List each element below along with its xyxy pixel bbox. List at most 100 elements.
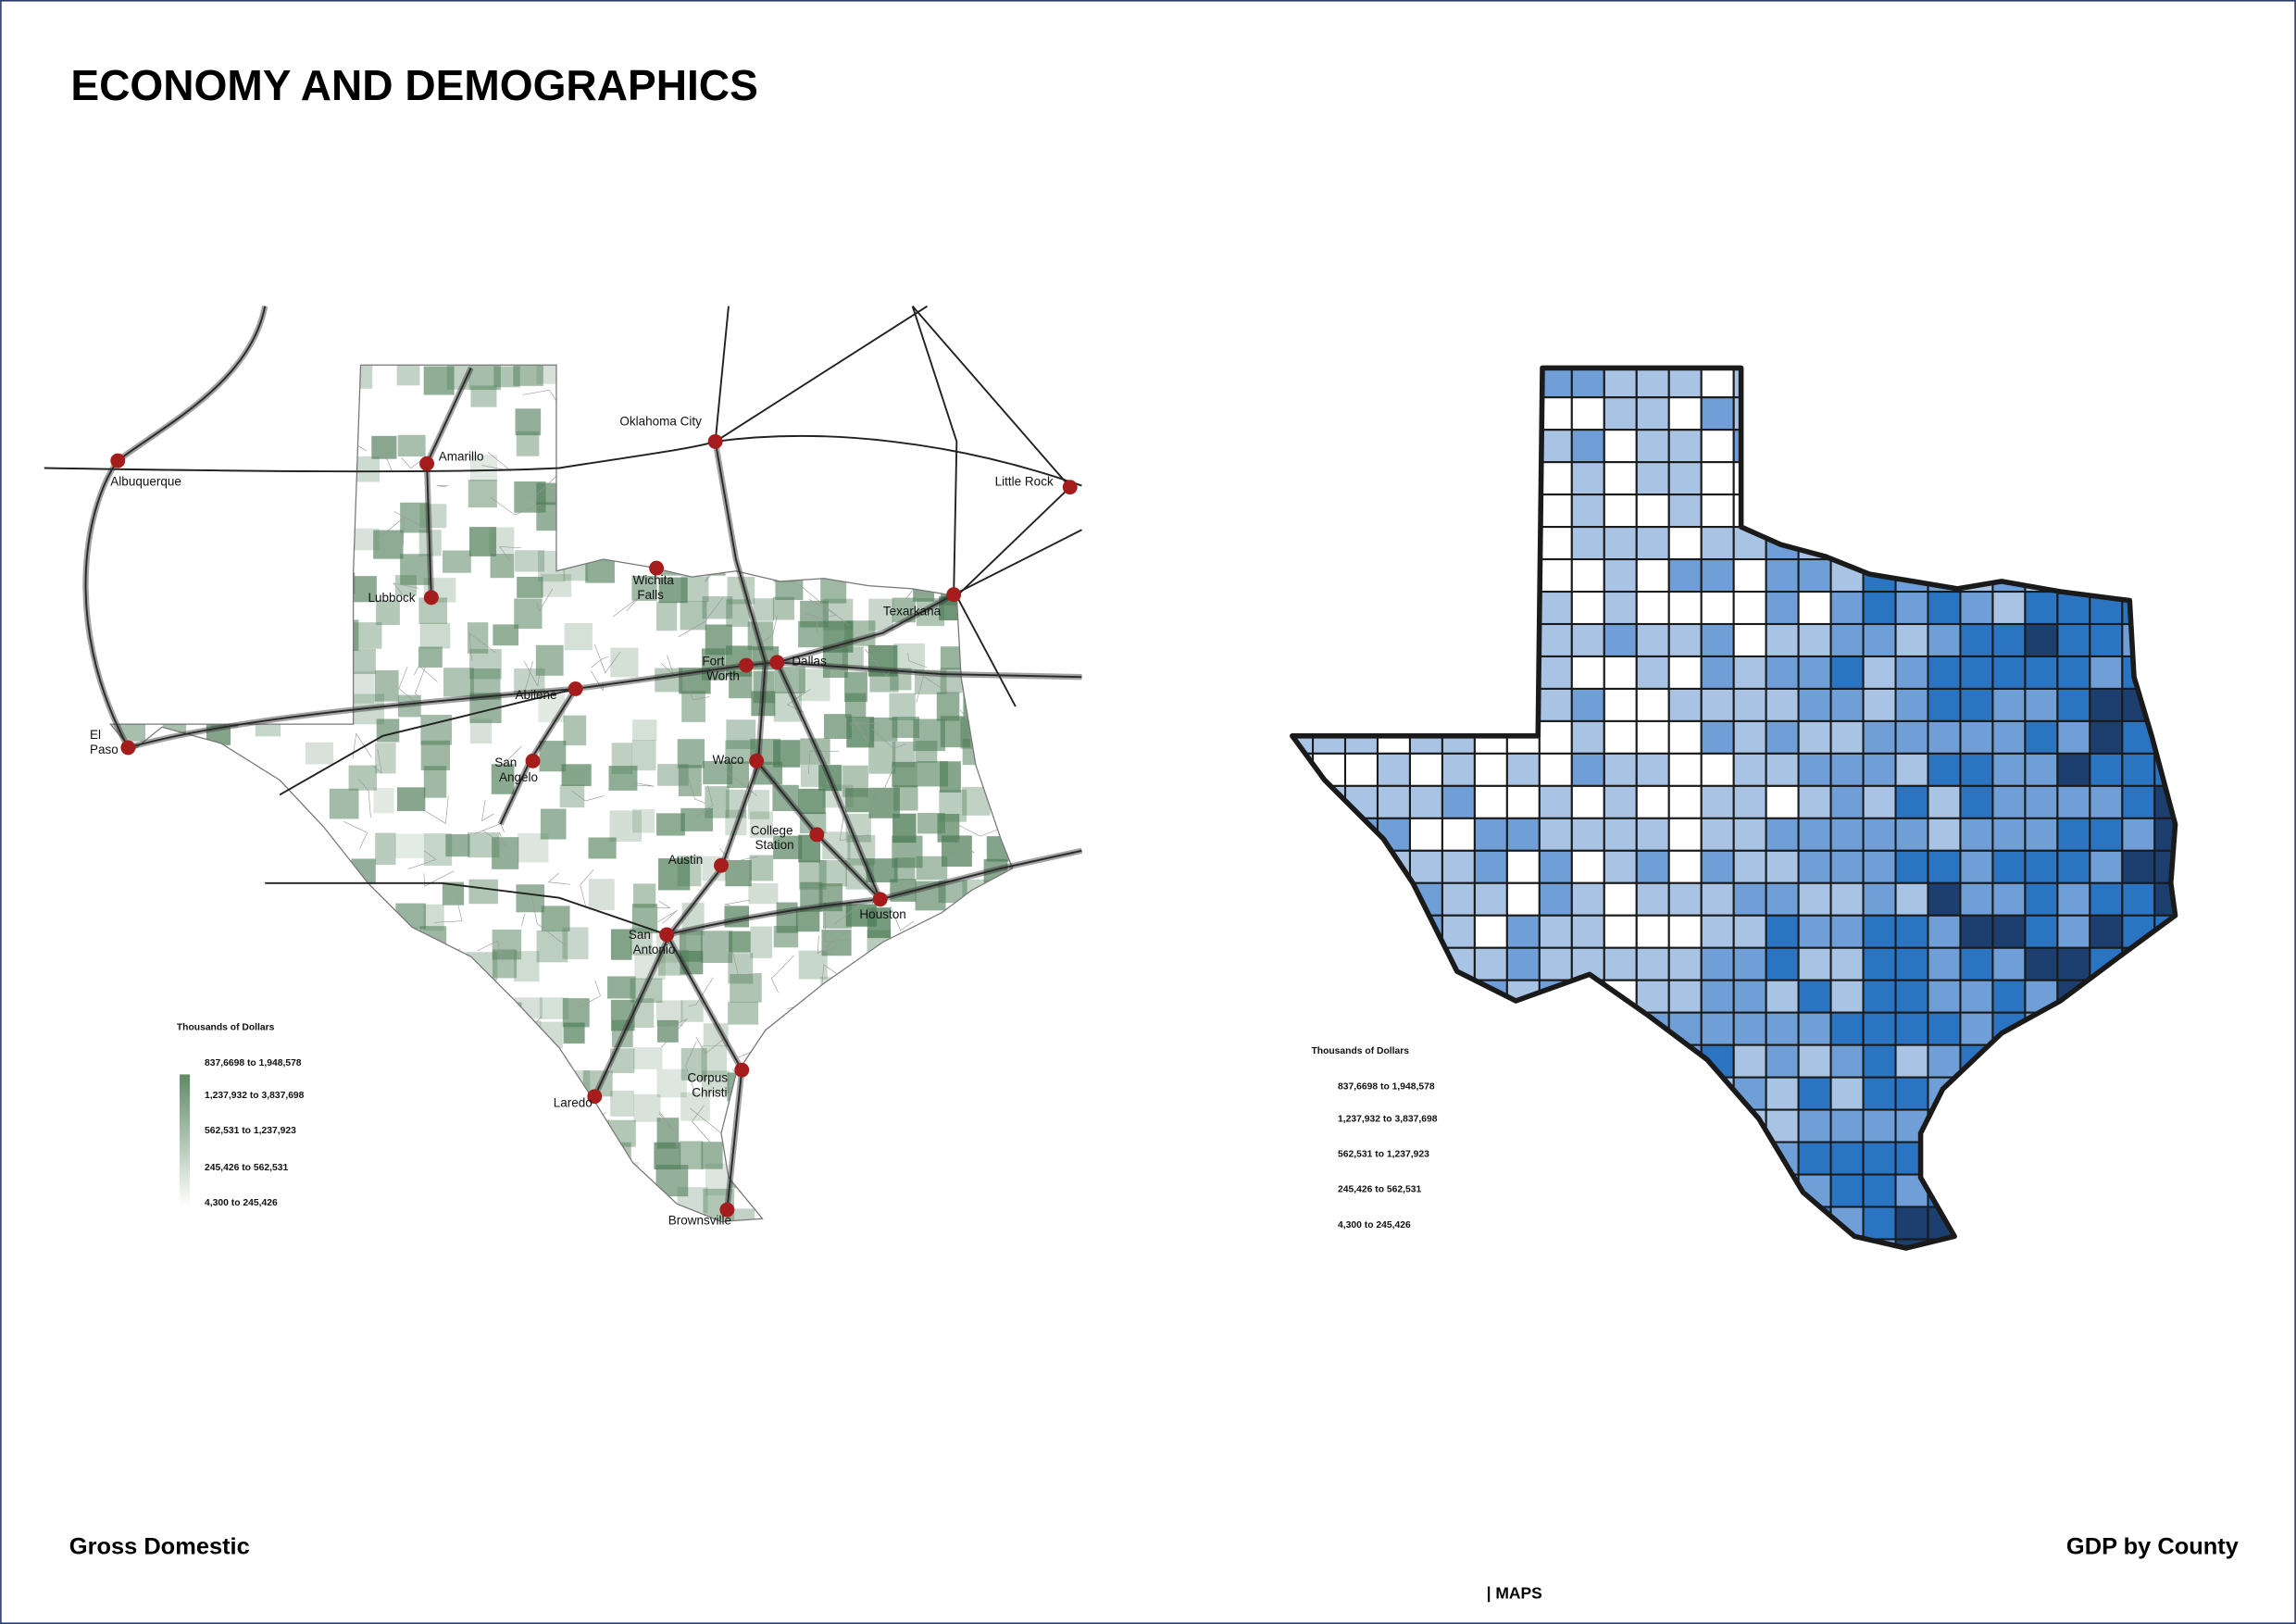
local-road bbox=[521, 913, 526, 927]
county bbox=[1732, 1043, 1767, 1079]
county bbox=[1635, 461, 1670, 496]
local-road bbox=[468, 632, 496, 661]
highway bbox=[279, 688, 576, 796]
county-shade bbox=[747, 410, 779, 439]
county-shade bbox=[916, 456, 948, 488]
county-shade bbox=[110, 1045, 118, 1068]
county bbox=[2153, 719, 2176, 755]
county bbox=[2024, 493, 2059, 529]
county bbox=[1732, 979, 1767, 1014]
county-shade bbox=[988, 883, 1012, 907]
county bbox=[1312, 1238, 1347, 1249]
county bbox=[1570, 1011, 1605, 1046]
county-shade bbox=[842, 1187, 869, 1210]
county bbox=[2024, 396, 2059, 431]
county bbox=[1376, 622, 1411, 658]
county bbox=[1473, 1076, 1508, 1111]
county bbox=[2056, 1238, 2091, 1249]
county bbox=[1862, 914, 1897, 949]
county-shade bbox=[112, 927, 140, 951]
local-road bbox=[579, 980, 601, 1008]
county-shade bbox=[375, 832, 396, 866]
county bbox=[1927, 622, 1962, 658]
county bbox=[1732, 752, 1767, 787]
county-shade bbox=[818, 385, 846, 416]
local-road bbox=[803, 1131, 846, 1147]
county-shade bbox=[846, 717, 875, 748]
county bbox=[2153, 1206, 2176, 1241]
county-shade bbox=[397, 434, 426, 457]
county bbox=[1292, 368, 1315, 399]
county-shade bbox=[514, 598, 543, 630]
county-shade bbox=[1010, 386, 1013, 408]
county-shade bbox=[187, 670, 215, 702]
county bbox=[1312, 687, 1347, 722]
county bbox=[2089, 368, 2124, 399]
county bbox=[1991, 946, 2027, 981]
county-shade bbox=[394, 833, 424, 858]
city-label: Brownsville bbox=[668, 1214, 731, 1228]
county bbox=[2089, 1108, 2124, 1143]
county bbox=[1765, 1238, 1800, 1249]
county bbox=[1570, 1173, 1605, 1208]
local-road bbox=[580, 868, 594, 909]
county bbox=[1700, 655, 1735, 690]
county bbox=[1473, 1238, 1508, 1249]
county-shade bbox=[869, 1161, 898, 1182]
county bbox=[2089, 1076, 2124, 1111]
county-shade bbox=[535, 1186, 564, 1216]
county bbox=[2056, 1141, 2091, 1176]
county bbox=[2153, 622, 2176, 658]
county-shade bbox=[750, 926, 773, 958]
county bbox=[1473, 817, 1508, 852]
county bbox=[1441, 1108, 1476, 1143]
city-label: Laredo bbox=[554, 1095, 593, 1109]
county bbox=[1635, 590, 1670, 626]
county-shade bbox=[658, 577, 688, 604]
county bbox=[1732, 1173, 1767, 1208]
county bbox=[2056, 622, 2091, 658]
county bbox=[1603, 881, 1638, 917]
county-shade bbox=[442, 881, 465, 906]
county-shade bbox=[892, 383, 921, 406]
county-shade bbox=[800, 502, 832, 528]
left-caption: Gross Domestic bbox=[69, 1534, 250, 1560]
county bbox=[1765, 1206, 1800, 1241]
county bbox=[1292, 1238, 1315, 1249]
county-shade bbox=[563, 1162, 593, 1194]
county-shade bbox=[702, 1070, 730, 1093]
county-shade bbox=[818, 859, 847, 887]
county bbox=[1667, 946, 1703, 981]
county-shade bbox=[799, 457, 823, 486]
county bbox=[1473, 1173, 1508, 1208]
county bbox=[1862, 719, 1897, 755]
county-shade bbox=[115, 1118, 147, 1140]
county bbox=[1570, 493, 1605, 529]
county bbox=[1765, 784, 1800, 819]
county-shade bbox=[796, 1091, 829, 1118]
county-shade bbox=[983, 625, 1005, 647]
local-road bbox=[824, 913, 851, 943]
county bbox=[1441, 784, 1476, 819]
county-shade bbox=[798, 788, 826, 815]
county-shade bbox=[917, 529, 942, 561]
county bbox=[1312, 1011, 1347, 1046]
county bbox=[2187, 397, 2219, 430]
legend-entry: 1,237,932 to 3,837,698 bbox=[205, 1091, 305, 1101]
county-shade bbox=[866, 531, 898, 562]
county-shade bbox=[117, 365, 144, 382]
county-shade bbox=[467, 622, 489, 654]
county bbox=[1894, 429, 1929, 464]
local-road bbox=[688, 977, 714, 1007]
county bbox=[1732, 590, 1767, 626]
local-road bbox=[562, 529, 584, 544]
county-shade bbox=[277, 505, 298, 532]
county bbox=[2153, 1076, 2176, 1111]
county bbox=[2187, 656, 2219, 689]
legend-entry: 562,531 to 1,237,923 bbox=[1338, 1149, 1429, 1159]
county-shade bbox=[397, 1020, 427, 1047]
local-road bbox=[411, 942, 421, 966]
county-shade bbox=[748, 882, 779, 905]
county-shade bbox=[586, 434, 614, 459]
city-marker bbox=[649, 560, 665, 576]
